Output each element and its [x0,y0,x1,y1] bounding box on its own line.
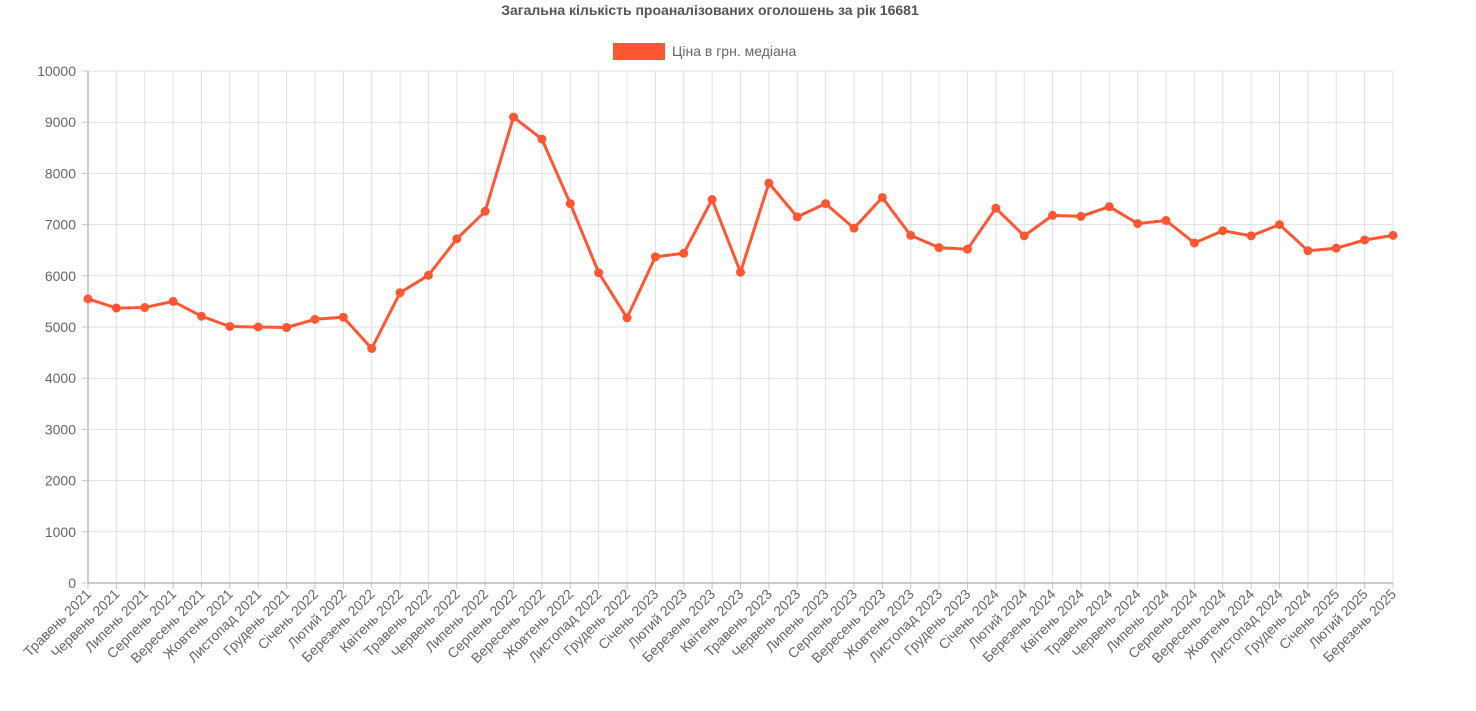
data-point[interactable] [111,303,121,313]
data-point[interactable] [168,296,178,306]
data-point[interactable] [1360,235,1370,245]
y-tick-label: 4000 [45,370,76,386]
legend-swatch [613,42,665,60]
data-point[interactable] [1133,219,1143,229]
data-point[interactable] [821,199,831,209]
y-tick-label: 0 [68,575,76,591]
data-point[interactable] [707,195,717,205]
data-point[interactable] [140,303,150,313]
data-point[interactable] [1275,220,1285,230]
data-point[interactable] [367,344,377,354]
data-point[interactable] [906,230,916,240]
data-point[interactable] [877,192,887,202]
data-point[interactable] [509,112,519,122]
data-point[interactable] [1048,210,1058,220]
legend-label: Ціна в грн. медіана [672,43,797,59]
data-point[interactable] [1303,246,1313,256]
series-layer [83,112,1398,354]
data-point[interactable] [480,206,490,216]
y-tick-label: 5000 [45,319,76,335]
data-point[interactable] [452,234,462,244]
data-point[interactable] [792,212,802,222]
data-point[interactable] [1331,243,1341,253]
data-point[interactable] [1019,231,1029,241]
data-point[interactable] [338,312,348,322]
data-point[interactable] [1218,226,1228,236]
data-point[interactable] [537,134,547,144]
data-point[interactable] [395,288,405,298]
data-point[interactable] [849,223,859,233]
data-point[interactable] [962,244,972,254]
data-point[interactable] [83,294,93,304]
data-point[interactable] [423,270,433,280]
data-point[interactable] [679,248,689,258]
data-point[interactable] [991,203,1001,213]
data-point[interactable] [764,178,774,188]
data-point[interactable] [1161,216,1171,226]
data-point[interactable] [565,199,575,209]
data-point[interactable] [650,252,660,262]
y-tick-label: 9000 [45,114,76,130]
y-tick-label: 6000 [45,268,76,284]
data-point[interactable] [1076,211,1086,221]
data-point[interactable] [1104,202,1114,212]
data-point[interactable] [225,321,235,331]
data-point[interactable] [253,322,263,332]
y-tick-label: 2000 [45,473,76,489]
data-point[interactable] [1246,231,1256,241]
y-tick-label: 10000 [37,63,76,79]
data-point[interactable] [736,267,745,277]
legend[interactable]: Ціна в грн. медіана [613,42,796,60]
data-point[interactable] [1388,230,1398,240]
data-point[interactable] [934,243,944,253]
y-tick-label: 3000 [45,421,76,437]
y-tick-label: 8000 [45,165,76,181]
y-tick-label: 1000 [45,524,76,540]
data-point[interactable] [310,314,320,324]
data-point[interactable] [622,313,632,323]
data-point[interactable] [282,323,292,333]
data-point[interactable] [594,268,604,278]
data-point[interactable] [1189,238,1199,248]
y-axis-ticks: 0 1000 2000 3000 4000 5000 6000 7000 8000 9000 100… [37,63,88,591]
data-point[interactable] [196,311,206,321]
chart-title: Загальна кількість проаналізованих оголо… [501,2,919,18]
y-tick-label: 7000 [45,217,76,233]
